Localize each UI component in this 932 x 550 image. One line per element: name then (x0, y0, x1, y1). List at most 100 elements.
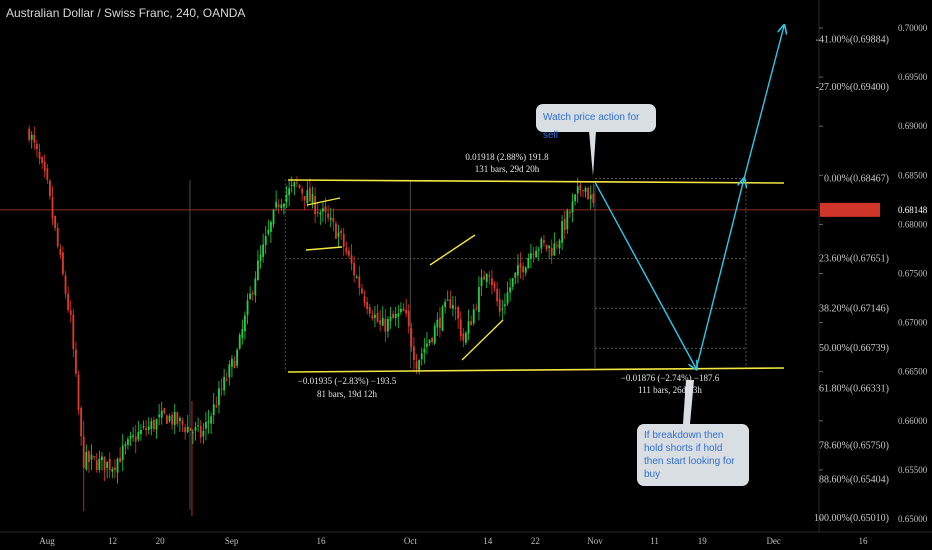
candle (194, 421, 197, 441)
candle (197, 417, 200, 433)
channel-bottom-line (287, 367, 785, 373)
candle-body (584, 187, 587, 192)
candle (119, 447, 122, 463)
candle (127, 436, 129, 450)
candle (462, 328, 465, 348)
candle (67, 286, 70, 313)
candle-body (95, 460, 98, 470)
price-tick-label: 0.67000 (898, 318, 928, 328)
candle (348, 247, 350, 259)
candle (454, 296, 457, 321)
wedge-line (429, 234, 476, 266)
candle-body (509, 287, 512, 293)
candle-body (207, 421, 210, 423)
candle-body (459, 319, 462, 337)
candle-body (46, 168, 49, 180)
candle (335, 221, 337, 239)
candle-body (420, 353, 423, 360)
time-tick-label: Sep (225, 536, 239, 546)
candle (173, 403, 176, 435)
candle (153, 416, 155, 432)
candle-body (54, 216, 57, 228)
candle (277, 199, 280, 214)
measure-labels: 0.01918 (2.88%) 191.8 131 bars, 29d 20h −0… (298, 152, 720, 399)
candle-body (134, 436, 137, 442)
candle (43, 154, 46, 178)
candle (293, 181, 296, 196)
candle (384, 308, 387, 343)
price-tick-label: 0.69000 (898, 121, 928, 131)
candle-body (218, 388, 220, 406)
channel-top-line (287, 179, 785, 184)
flag-line (306, 197, 341, 206)
candle-body (407, 310, 410, 327)
candle (199, 419, 202, 444)
candle (519, 252, 522, 279)
candle-body (410, 327, 413, 347)
candle-body (262, 244, 265, 257)
candle-body (64, 275, 67, 294)
wedge-line (461, 319, 504, 361)
time-tick-label: 16 (317, 536, 327, 546)
candle-body (361, 288, 363, 294)
time-tick-label: 14 (483, 536, 493, 546)
candle-body (101, 456, 103, 461)
candle (566, 208, 569, 234)
fib-label: 50.00%(0.66739) (819, 343, 889, 354)
candle-body (470, 321, 473, 326)
candle-body (366, 301, 369, 309)
candle (56, 222, 59, 249)
candle-body (129, 435, 132, 439)
candle-body (283, 203, 285, 208)
fib-label: 78.60%(0.65750) (819, 440, 889, 451)
candle-body (30, 134, 33, 140)
candle (431, 336, 434, 345)
candle (410, 322, 413, 352)
candle-body (579, 184, 582, 191)
measure-value: 0.01918 (2.88%) 191.8 (465, 152, 549, 162)
candle (124, 441, 127, 455)
candle-body (202, 430, 205, 437)
candle-body (493, 283, 496, 289)
candle-body (220, 388, 223, 390)
candle-body (342, 234, 345, 247)
candle (496, 281, 499, 307)
candle-body (293, 182, 296, 187)
candle (540, 236, 543, 254)
candle (296, 176, 298, 188)
candle (298, 184, 301, 189)
candle-body (257, 260, 259, 281)
candle (62, 246, 64, 277)
candle-body (267, 229, 270, 234)
candle (337, 225, 340, 247)
candle (106, 461, 109, 479)
candle (225, 371, 228, 383)
candle-body (251, 292, 254, 294)
candle-body (436, 319, 439, 328)
candle-body (249, 293, 252, 300)
fib-label: -27.00%(0.69400) (816, 82, 889, 93)
candle (275, 190, 278, 211)
candle-body (530, 253, 532, 259)
candle (441, 304, 444, 332)
candle (379, 309, 382, 332)
candle-body (485, 273, 488, 283)
candle (93, 455, 96, 461)
candle (176, 411, 179, 427)
candle-body (41, 157, 44, 163)
candle (413, 337, 415, 371)
candle-body (36, 143, 38, 150)
candle (46, 163, 49, 184)
note-pointer-top (589, 131, 596, 176)
price-axis: 0.70000 0.69500 0.69000 0.68500 0.68000 0.675… (819, 23, 928, 524)
candle (98, 450, 101, 473)
candle-body (215, 405, 218, 407)
candle (90, 444, 93, 471)
candle-body (158, 414, 161, 417)
time-tick-label: Dec (766, 536, 781, 546)
candle (142, 420, 145, 430)
candle-body (439, 317, 441, 329)
candle-body (384, 319, 387, 332)
candle (571, 193, 574, 223)
